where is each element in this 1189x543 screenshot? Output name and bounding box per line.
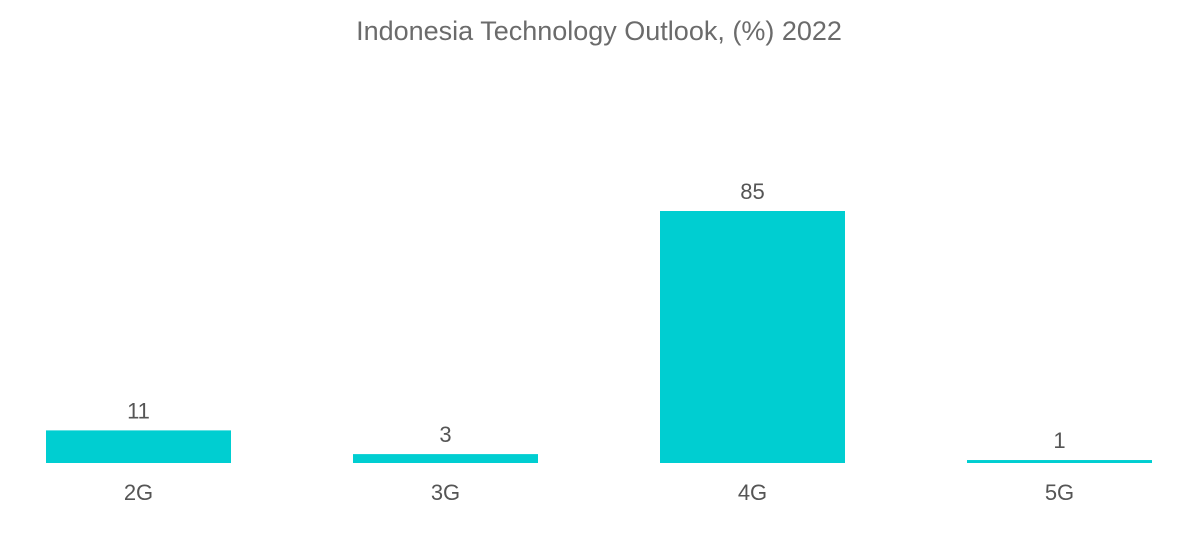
value-label-5g: 1 [1053,428,1065,453]
chart-title: Indonesia Technology Outlook, (%) 2022 [356,16,842,46]
bar-2g [46,430,231,463]
category-label-3g: 3G [431,480,460,505]
value-label-3g: 3 [439,422,451,447]
category-label-4g: 4G [738,480,767,505]
value-label-2g: 11 [127,398,150,423]
value-labels-group: 11 3 85 1 [127,179,1066,453]
bar-3g [353,454,538,463]
category-label-2g: 2G [124,480,153,505]
bar-5g [967,460,1152,463]
bars-group [46,211,1152,463]
bar-4g [660,211,845,463]
value-label-4g: 85 [740,179,764,204]
category-label-5g: 5G [1045,480,1074,505]
category-labels-group: 2G 3G 4G 5G [124,480,1074,505]
